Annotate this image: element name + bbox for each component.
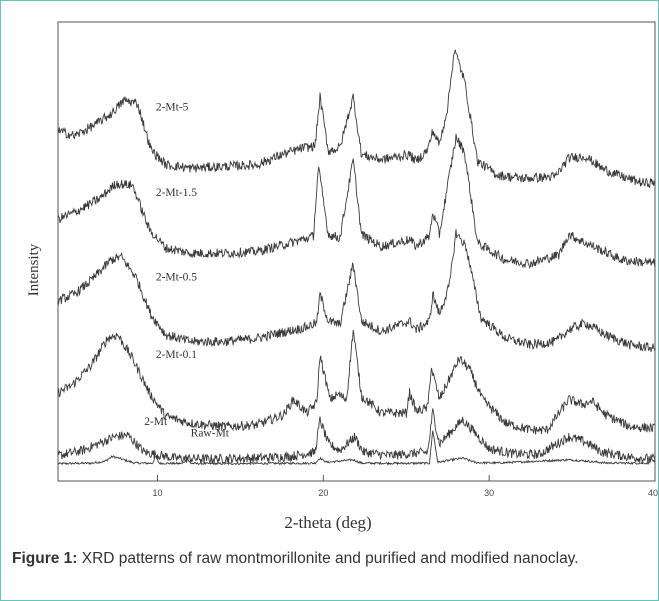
plot-area-frame bbox=[57, 21, 656, 482]
xrd-chart: 10 20 30 40 Raw-Mt 2-Mt 2-Mt-0.1 2-Mt-0.5 2-Mt-… bbox=[26, 21, 658, 532]
series-label: 2-Mt-5 bbox=[156, 101, 189, 113]
series-label: 2-Mt bbox=[144, 416, 168, 428]
series-layer bbox=[57, 49, 656, 466]
series-line-2-mt-0-1 bbox=[57, 329, 656, 435]
series-labels: Raw-Mt 2-Mt 2-Mt-0.1 2-Mt-0.5 2-Mt-1.5 2-Mt-5 bbox=[144, 101, 230, 439]
caption-text: XRD patterns of raw montmorillonite and … bbox=[77, 550, 579, 567]
caption-label: Figure 1: bbox=[12, 550, 78, 567]
y-axis-label: Intensity bbox=[26, 243, 42, 296]
x-tick-label-30: 30 bbox=[484, 488, 494, 498]
series-line-raw-mt bbox=[57, 430, 656, 466]
series-line-2-mt-0-5 bbox=[57, 229, 656, 353]
series-line-2-mt-1-5 bbox=[57, 133, 656, 269]
figure-caption: Figure 1: XRD patterns of raw montmorill… bbox=[12, 548, 644, 570]
series-label: 2-Mt-1.5 bbox=[156, 187, 197, 199]
x-tick-label-10: 10 bbox=[152, 488, 162, 498]
x-axis-label: 2-theta (deg) bbox=[284, 513, 371, 532]
x-tick-label-40: 40 bbox=[648, 488, 658, 498]
x-tick-label-20: 20 bbox=[318, 488, 328, 498]
series-label: Raw-Mt bbox=[191, 427, 230, 439]
series-label: 2-Mt-0.1 bbox=[156, 349, 197, 361]
x-axis-ticks: 10 20 30 40 bbox=[152, 475, 658, 498]
series-line-2-mt-5 bbox=[57, 49, 656, 189]
series-label: 2-Mt-0.5 bbox=[156, 271, 197, 283]
series-line-2-mt bbox=[57, 408, 656, 465]
